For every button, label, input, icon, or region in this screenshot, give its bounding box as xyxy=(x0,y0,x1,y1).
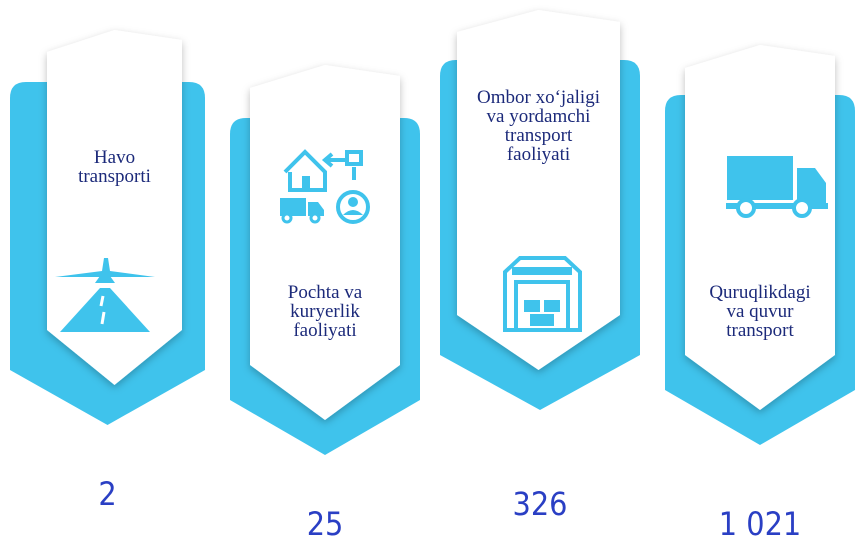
label-line: faoliyati xyxy=(293,320,356,341)
delivery-icon xyxy=(280,149,370,224)
item-value: 1 021 xyxy=(719,505,801,543)
label-line: va yordamchi xyxy=(487,106,591,127)
label-line: kuryerlik xyxy=(290,301,360,322)
label-line: transporti xyxy=(78,166,151,187)
ribbon-banner xyxy=(47,30,182,385)
item-label: Havo transporti xyxy=(78,147,151,187)
item-value: 25 xyxy=(307,505,344,543)
warehouse-icon xyxy=(503,256,582,332)
label-line: va quvur xyxy=(726,301,794,322)
label-line: Pochta va xyxy=(288,282,363,303)
ribbon-banner xyxy=(250,65,400,420)
ribbon-banner xyxy=(685,45,835,410)
label-line: Havo xyxy=(94,147,135,168)
label-line: Ombor xo‘jaligi xyxy=(477,87,600,108)
truck-icon xyxy=(726,156,828,218)
label-line: transport xyxy=(726,320,794,341)
plane-icon xyxy=(55,258,155,332)
item-label: Quruqlikdagi va quvur transport xyxy=(709,282,810,341)
item-value: 326 xyxy=(513,485,568,523)
item-label: Ombor xo‘jaligi va yordamchi transport faol… xyxy=(477,87,600,165)
label-line: transport xyxy=(505,125,573,146)
label-line: Quruqlikdagi xyxy=(709,282,810,303)
item-label: Pochta va kuryerlik faoliyati xyxy=(288,282,363,341)
label-line: faoliyati xyxy=(507,144,570,165)
item-value: 2 xyxy=(98,475,116,513)
